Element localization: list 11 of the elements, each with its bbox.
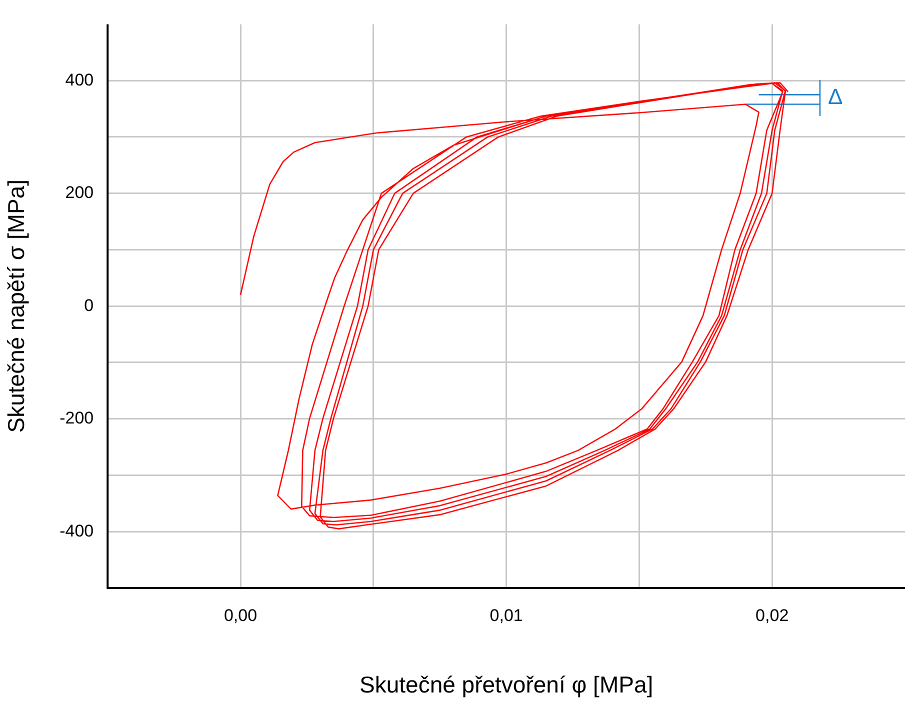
x-tick-label: 0,01	[490, 606, 523, 625]
x-tick-label: 0,00	[224, 606, 258, 625]
annotation: Δ	[828, 84, 843, 110]
y-axis-title: Skutečné napětí σ [MPa]	[3, 179, 30, 433]
y-tick-label: -200	[60, 408, 94, 428]
y-tick-label: 400	[65, 70, 94, 90]
x-axis-title: Skutečné přetvoření φ [MPa]	[360, 672, 654, 698]
y-tick-label: 200	[65, 183, 94, 202]
x-tick-label: 0,02	[756, 606, 789, 625]
y-tick-label: -400	[60, 521, 94, 540]
y-tick-label: 0	[84, 296, 94, 315]
